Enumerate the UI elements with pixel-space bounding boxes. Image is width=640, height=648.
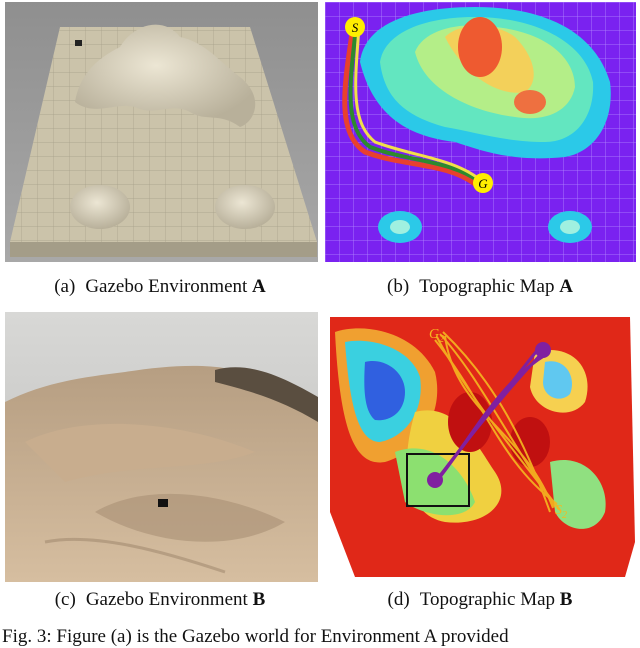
caption-text: Topographic Map: [419, 589, 556, 610]
marker-text: G: [429, 327, 439, 342]
map-marker: G2: [429, 327, 444, 345]
marker-subscript: 2: [562, 510, 567, 521]
caption-text: Topographic Map: [419, 276, 555, 297]
caption: (b) Topographic Map A: [320, 276, 640, 298]
marker-text: S: [555, 503, 562, 518]
figure-caption: Fig. 3: Figure (a) is the Gazebo world f…: [2, 626, 509, 647]
caption-label: (c): [54, 589, 76, 610]
caption-label: (a): [54, 276, 76, 297]
caption-bold: A: [559, 276, 573, 297]
caption-text: Gazebo Environment: [85, 276, 248, 297]
map-marker: S: [352, 20, 359, 35]
gazebo-a-image: [5, 2, 318, 262]
caption-bold: A: [252, 276, 266, 297]
caption: (c) Gazebo Environment B: [0, 589, 320, 611]
map-marker: G: [478, 176, 488, 191]
caption-text: Gazebo Environment: [85, 589, 248, 610]
marker-subscript: 2: [439, 334, 444, 345]
caption-label: (b): [387, 276, 410, 297]
caption-bold: B: [252, 589, 266, 610]
caption-label: (d): [387, 589, 410, 610]
caption-bold: B: [559, 589, 573, 610]
topographic-map-b: G2 S2: [325, 312, 636, 582]
map-marker: S2: [555, 503, 567, 521]
caption: (a) Gazebo Environment A: [0, 276, 320, 298]
gazebo-b-image: [5, 312, 318, 582]
topographic-map-a: S G: [325, 2, 636, 262]
caption: (d) Topographic Map B: [320, 589, 640, 611]
